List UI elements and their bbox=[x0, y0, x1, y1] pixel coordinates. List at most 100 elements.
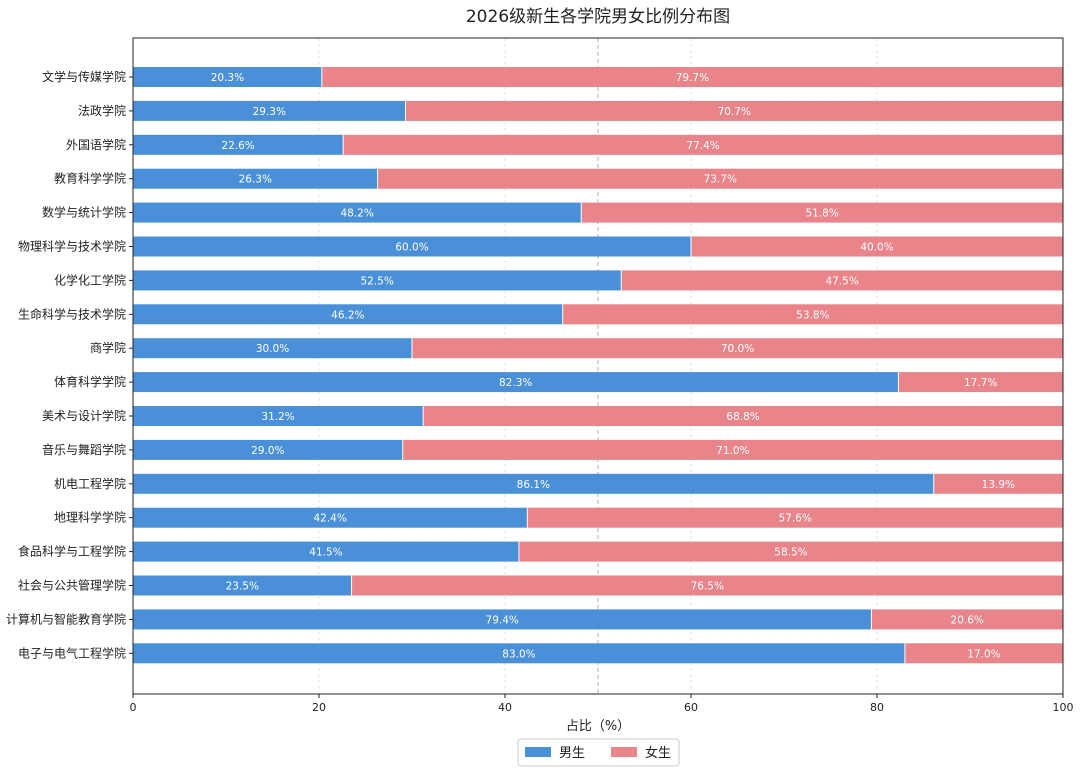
bar-female bbox=[351, 575, 1063, 596]
bar-male bbox=[133, 168, 378, 189]
bar-label-male: 20.3% bbox=[211, 72, 244, 84]
chart-title: 2026级新生各学院男女比例分布图 bbox=[466, 7, 730, 27]
bar-male bbox=[133, 439, 403, 460]
bar-label-male: 79.4% bbox=[486, 614, 519, 626]
y-tick-label: 音乐与舞蹈学院 bbox=[42, 442, 126, 457]
bar-female bbox=[871, 609, 1063, 630]
bar-female bbox=[377, 168, 1064, 189]
x-tick-label: 20 bbox=[312, 701, 326, 714]
bar-female bbox=[321, 67, 1063, 87]
bar-label-male: 26.3% bbox=[239, 174, 272, 186]
bar-label-male: 23.5% bbox=[226, 581, 259, 593]
y-tick-label: 体育科学学院 bbox=[54, 374, 126, 389]
y-tick-label: 文学与传媒学院 bbox=[42, 69, 126, 84]
y-tick-label: 化学化工学院 bbox=[54, 272, 126, 287]
bar-label-male: 48.2% bbox=[340, 208, 373, 220]
bar-label-male: 86.1% bbox=[517, 479, 550, 491]
bar-label-male: 29.0% bbox=[251, 445, 284, 457]
legend: 男生 女生 bbox=[517, 738, 680, 767]
labels-layer: 20.3% 79.7% 29.3% 70.7% 22.6% 77.4% 26.3% 73.7%… bbox=[211, 72, 1015, 660]
x-tick-label: 80 bbox=[870, 701, 884, 714]
y-tick-label: 计算机与智能教育学院 bbox=[6, 611, 126, 626]
bar-label-female: 70.0% bbox=[721, 343, 754, 355]
bar-female bbox=[933, 473, 1063, 494]
bar-label-female: 68.8% bbox=[726, 411, 759, 423]
bar-female bbox=[405, 100, 1063, 121]
x-tick-label: 0 bbox=[130, 701, 137, 714]
y-tick-label: 物理科学与技术学院 bbox=[18, 239, 126, 254]
bar-label-male: 52.5% bbox=[360, 275, 393, 287]
bar-label-female: 79.7% bbox=[676, 72, 709, 84]
bar-male bbox=[133, 609, 872, 630]
bar-female bbox=[898, 372, 1063, 393]
bar-female bbox=[562, 304, 1063, 325]
bar-male bbox=[133, 202, 582, 223]
axis-layer: 文学与传媒学院法政学院外国语学院教育科学学院数学与统计学院物理科学与技术学院化学… bbox=[6, 69, 1074, 714]
bar-male bbox=[133, 473, 934, 494]
x-tick-label: 40 bbox=[498, 701, 512, 714]
bar-female bbox=[904, 643, 1063, 664]
bar-female bbox=[402, 439, 1063, 460]
bar-label-male: 83.0% bbox=[502, 648, 535, 660]
bar-label-female: 40.0% bbox=[860, 242, 893, 254]
bars-layer bbox=[133, 67, 1064, 664]
bar-male bbox=[133, 507, 528, 528]
bar-label-male: 31.2% bbox=[261, 411, 294, 423]
bar-male bbox=[133, 100, 406, 121]
bar-male bbox=[133, 406, 424, 426]
legend-swatch-male bbox=[525, 747, 551, 757]
y-tick-label: 社会与公共管理学院 bbox=[18, 578, 126, 593]
x-axis-title: 占比（%） bbox=[566, 719, 630, 734]
legend-box bbox=[517, 738, 680, 767]
bar-label-female: 17.7% bbox=[964, 377, 997, 389]
bar-label-female: 73.7% bbox=[704, 174, 737, 186]
y-tick-label: 数学与统计学院 bbox=[42, 205, 126, 220]
bar-female bbox=[423, 406, 1063, 426]
bar-label-female: 58.5% bbox=[774, 547, 807, 559]
y-tick-label: 教育科学学院 bbox=[54, 171, 126, 186]
bar-male bbox=[133, 134, 344, 155]
bar-label-male: 60.0% bbox=[395, 242, 428, 254]
legend-label-male: 男生 bbox=[559, 746, 585, 761]
x-tick-label: 100 bbox=[1053, 701, 1074, 714]
bar-label-female: 13.9% bbox=[982, 479, 1015, 491]
bar-label-female: 20.6% bbox=[951, 614, 984, 626]
bar-label-female: 76.5% bbox=[691, 581, 724, 593]
bar-label-male: 82.3% bbox=[499, 377, 532, 389]
bar-male bbox=[133, 372, 899, 393]
bar-male bbox=[133, 541, 519, 562]
y-tick-label: 食品科学与工程学院 bbox=[18, 544, 126, 559]
bar-label-female: 51.8% bbox=[805, 208, 838, 220]
bar-female bbox=[518, 541, 1063, 562]
bar-label-female: 57.6% bbox=[778, 513, 811, 525]
y-tick-label: 美术与设计学院 bbox=[42, 408, 126, 423]
bar-male bbox=[133, 338, 412, 359]
bar-female bbox=[527, 507, 1063, 528]
y-tick-label: 机电工程学院 bbox=[54, 476, 126, 491]
y-tick-label: 外国语学院 bbox=[66, 137, 126, 152]
bar-label-male: 22.6% bbox=[221, 140, 254, 152]
bar-male bbox=[133, 236, 691, 257]
bar-label-male: 30.0% bbox=[256, 343, 289, 355]
bar-label-male: 46.2% bbox=[331, 309, 364, 321]
bar-male bbox=[133, 304, 563, 325]
bar-label-male: 29.3% bbox=[253, 106, 286, 118]
y-tick-label: 生命科学与技术学院 bbox=[18, 306, 126, 321]
bar-female bbox=[691, 236, 1063, 257]
bar-label-female: 47.5% bbox=[825, 275, 858, 287]
bar-female bbox=[343, 134, 1063, 155]
x-tick-label: 60 bbox=[684, 701, 698, 714]
y-tick-label: 电子与电气工程学院 bbox=[18, 645, 126, 660]
legend-swatch-female bbox=[611, 747, 637, 757]
bar-male bbox=[133, 270, 622, 291]
bar-label-female: 71.0% bbox=[716, 445, 749, 457]
bar-female bbox=[581, 202, 1063, 223]
y-tick-label: 法政学院 bbox=[78, 103, 126, 118]
bar-label-female: 53.8% bbox=[796, 309, 829, 321]
bar-label-female: 77.4% bbox=[686, 140, 719, 152]
legend-label-female: 女生 bbox=[645, 745, 671, 761]
y-tick-label: 商学院 bbox=[90, 340, 126, 355]
y-tick-label: 地理科学学院 bbox=[54, 510, 126, 525]
bar-female bbox=[621, 270, 1063, 291]
